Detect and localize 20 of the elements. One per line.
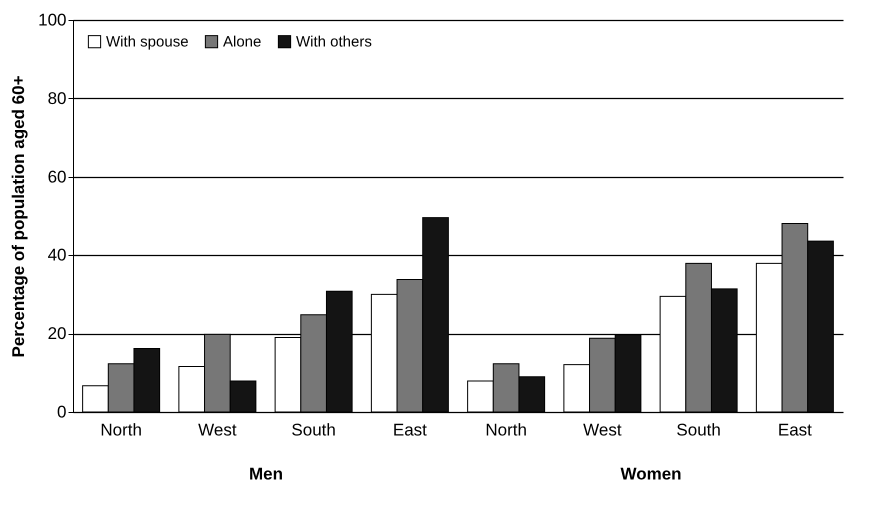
x-tick-label: East [392,420,428,440]
x-axis-title: Women [620,464,682,484]
legend-label: With others [296,34,372,51]
x-tick-label: North [485,420,527,440]
legend-label: With spouse [106,34,189,51]
x-axis-title: Men [249,464,283,484]
x-tick-label: East [778,420,812,440]
x-tick-label: South [291,420,336,440]
x-tick-label: North [100,420,142,440]
y-tick-label: 100 [38,10,66,30]
y-tick-label: 40 [48,246,66,265]
y-tick-label: 20 [48,324,66,344]
y-axis-title: Percentage of population aged 60+ [9,75,28,358]
y-tick-label: 60 [48,167,66,186]
legend-label: Alone [223,34,262,51]
y-tick-label: 80 [48,88,66,108]
y-tick-label: 0 [57,402,66,422]
x-tick-label: West [583,420,622,440]
x-tick-label: West [198,420,237,440]
x-tick-label: South [676,420,721,440]
